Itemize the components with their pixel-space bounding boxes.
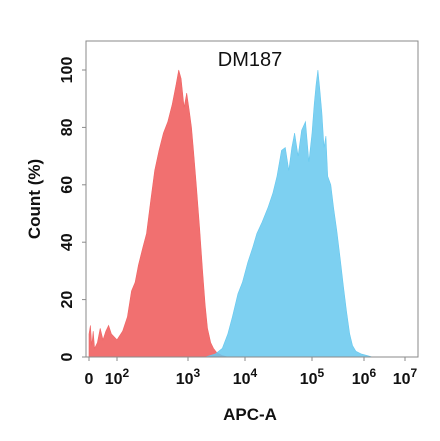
y-tick-label: 0	[59, 352, 76, 361]
histogram-series-2	[205, 69, 373, 358]
x-axis-ticks: 0 102 103 104 105 106 107	[85, 357, 418, 388]
x-tick-label: 106	[352, 366, 377, 388]
y-tick-label: 20	[59, 291, 76, 309]
x-tick-label: 103	[176, 366, 201, 388]
y-tick-label: 100	[59, 57, 76, 84]
chart-title: DM187	[218, 49, 282, 71]
y-tick-label: 60	[59, 176, 76, 194]
x-tick-label: 0	[85, 371, 94, 388]
y-tick-label: 80	[59, 118, 76, 136]
plot-frame	[85, 40, 419, 358]
plot-area	[88, 69, 373, 358]
x-tick-label: 104	[233, 366, 258, 388]
histogram-series-1	[88, 69, 228, 358]
x-tick-label: 107	[393, 366, 418, 388]
x-tick-label: 105	[300, 366, 325, 388]
y-axis-ticks: 0 20 40 60 80 100	[59, 57, 86, 361]
x-tick-label: 102	[105, 366, 130, 388]
y-tick-label: 40	[59, 233, 76, 251]
y-axis-title: Count (%)	[25, 159, 44, 239]
x-axis-title: APC-A	[223, 405, 277, 424]
